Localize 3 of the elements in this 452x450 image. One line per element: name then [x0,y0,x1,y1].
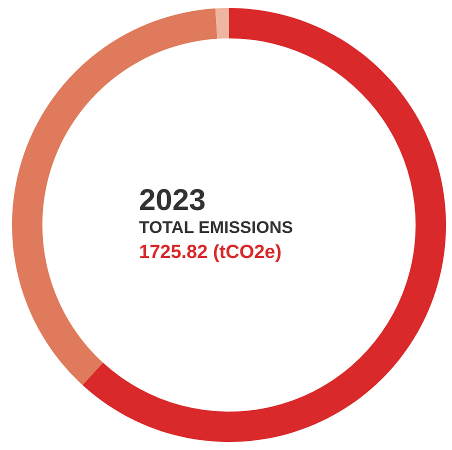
text: 1725.82 (tCO2e) [139,242,282,263]
text: 2023 [139,184,206,217]
text: TOTAL EMISSIONS [139,218,293,237]
